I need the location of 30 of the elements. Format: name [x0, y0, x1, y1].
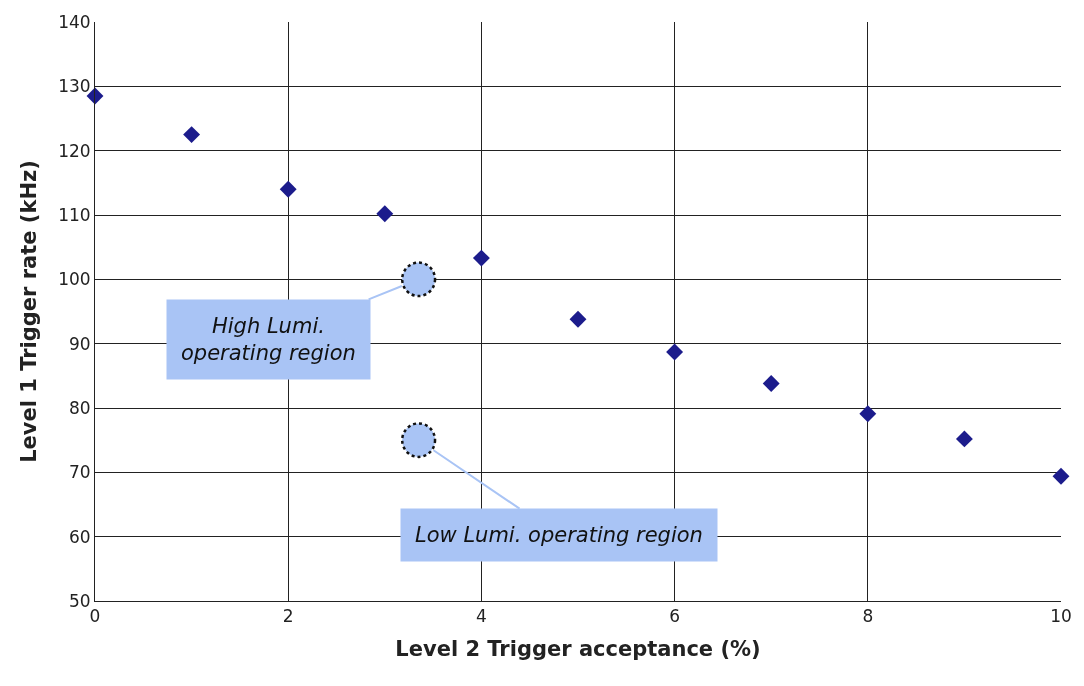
point — [183, 126, 201, 144]
y-tick-label: 90 — [68, 333, 91, 354]
point — [859, 405, 877, 423]
y-tick-label: 80 — [68, 397, 91, 418]
annotation: High Lumi. operating region — [181, 314, 356, 366]
x-axis-title: Level 2 Trigger acceptance (%) — [395, 636, 761, 661]
y-tick-label: 140 — [58, 11, 91, 32]
y-tick-label: 100 — [58, 269, 91, 290]
annotation: Low Lumi. operating region — [415, 523, 703, 547]
point — [279, 180, 297, 198]
y-tick-label: 130 — [58, 76, 91, 97]
y-tick-label: 60 — [68, 526, 91, 547]
y-axis-title: Level 1 Trigger rate (kHz) — [17, 160, 42, 463]
point — [762, 375, 780, 392]
x-tick-label: 10 — [1050, 606, 1072, 627]
x-tick-label: 2 — [282, 606, 294, 627]
x-tick-label: 8 — [862, 606, 874, 627]
x-tick-label: 0 — [89, 606, 101, 627]
point — [1052, 467, 1070, 485]
x-tick-label: 4 — [475, 606, 487, 627]
point — [666, 343, 684, 361]
point — [955, 430, 973, 448]
x-tick-label: 6 — [669, 606, 681, 627]
y-tick-label: 120 — [58, 140, 91, 161]
point — [472, 249, 490, 267]
y-tick-label: 70 — [68, 462, 91, 483]
y-tick-label: 110 — [58, 204, 91, 225]
point — [569, 310, 587, 328]
point — [376, 205, 394, 223]
y-tick-label: 50 — [68, 590, 91, 611]
